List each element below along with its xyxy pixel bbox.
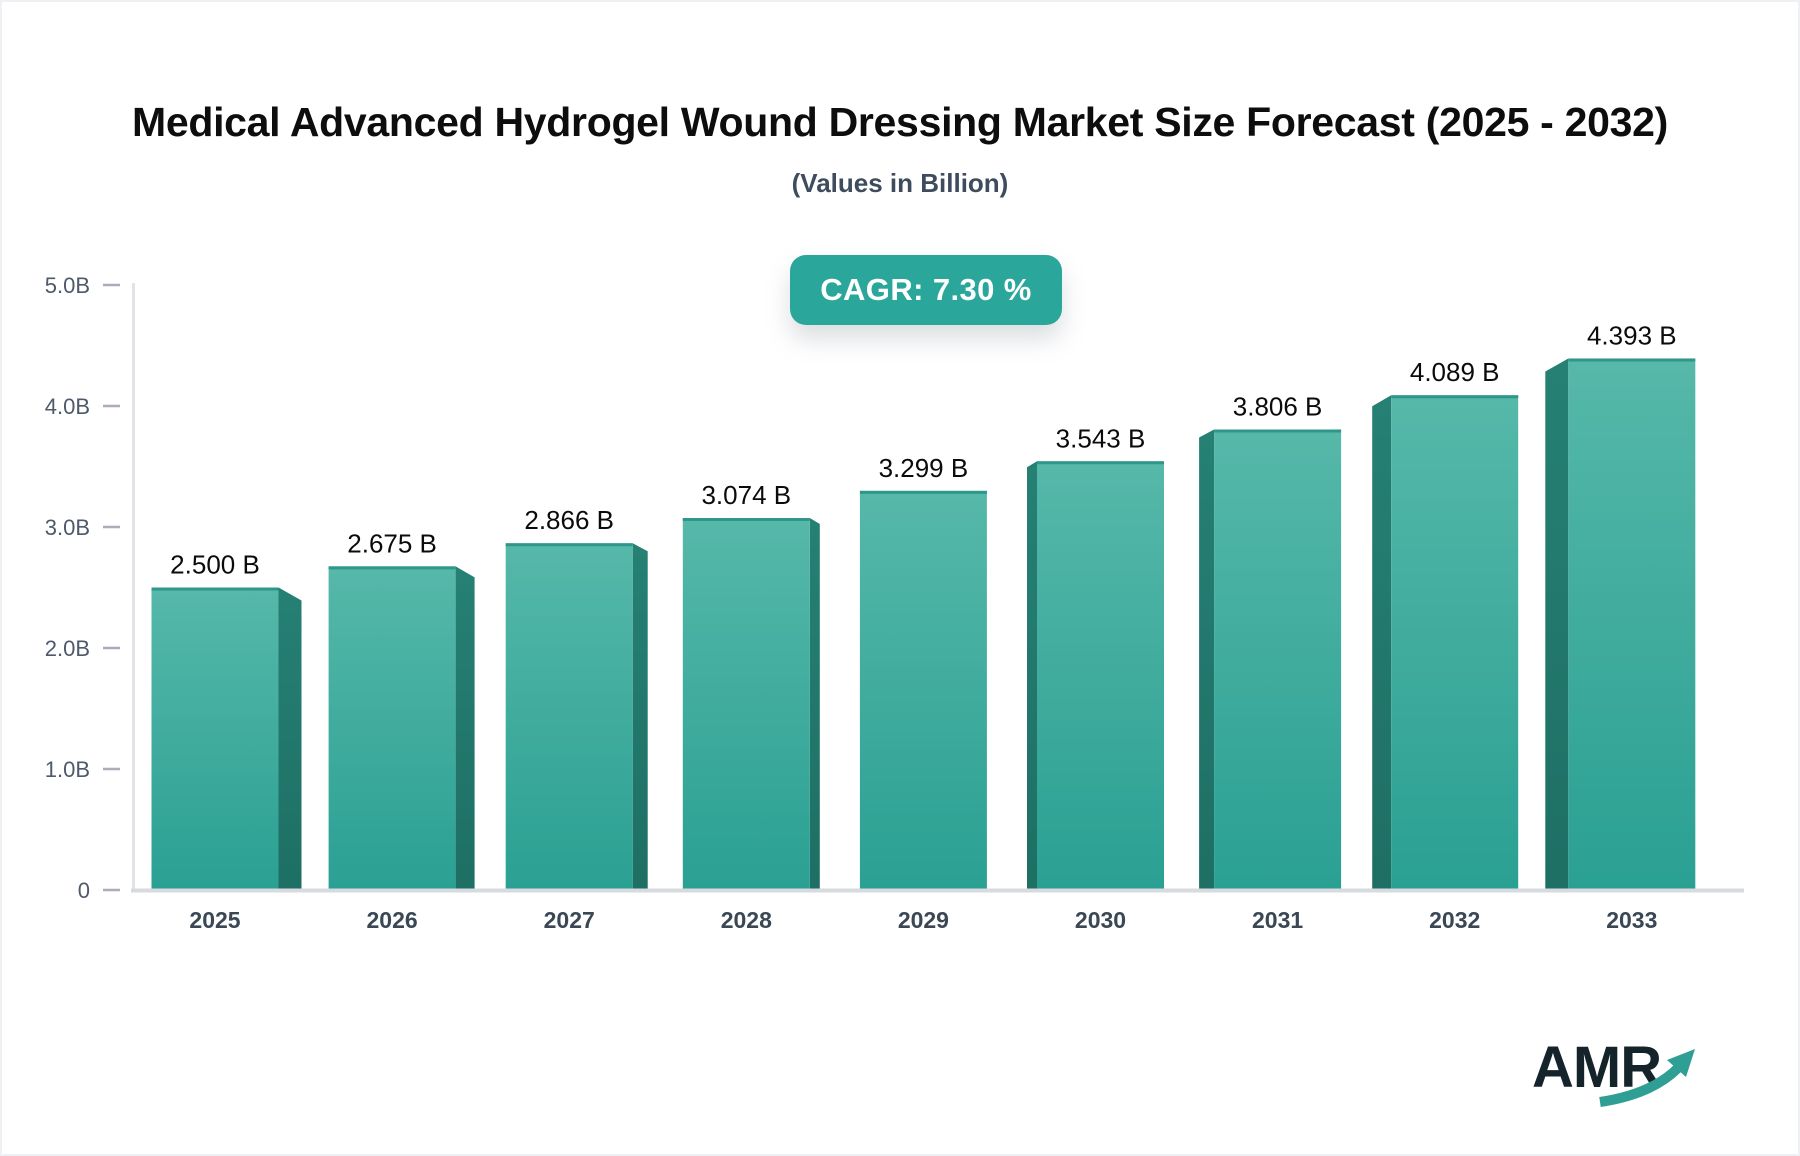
x-axis-year-label: 2026 [367,907,418,933]
bar-2025: 2.500 B 2025 [151,550,302,933]
bar-value-label: 4.393 B [1587,320,1677,350]
x-axis-year-label: 2028 [721,907,772,933]
bar-2030: 3.543 B 2030 [1027,423,1164,933]
x-axis-year-label: 2032 [1429,907,1480,933]
bar-side-face [632,543,648,890]
bar-side-face [1199,429,1215,890]
bar-value-label: 4.089 B [1410,357,1500,387]
bar-2031: 3.806 B 2031 [1199,391,1342,933]
y-axis-tick [103,888,120,892]
x-axis-year-label: 2025 [189,907,240,933]
bar-value-label: 2.675 B [347,528,437,558]
bar-front-face [1214,429,1342,890]
y-axis-tick-label: 0 [78,878,90,903]
bar-2029: 3.299 B 2029 [859,453,987,933]
x-axis-year-label: 2031 [1252,907,1303,933]
y-axis-tick [103,525,120,529]
bar-2028: 3.074 B 2028 [682,480,820,933]
bar-side-face [1545,358,1569,890]
bar-side-face [455,566,475,890]
bar-side-face [278,587,302,890]
bar-value-label: 3.074 B [701,480,791,510]
bar-2033: 4.393 B 2033 [1545,320,1696,933]
bar-value-label: 3.806 B [1233,391,1323,421]
bar-side-face [1372,395,1392,890]
bar-value-label: 3.299 B [879,453,969,483]
bar-2032: 4.089 B 2032 [1372,357,1519,933]
y-axis-tick-label: 5.0B [45,273,90,298]
bar-front-face [1568,358,1696,890]
bar-value-label: 2.500 B [170,550,260,580]
bar-front-face [151,587,279,890]
bar-side-face [1027,461,1037,890]
bar-value-label: 2.866 B [524,505,614,535]
y-axis-line [132,283,135,892]
y-axis-tick-label: 2.0B [45,636,90,661]
bar-front-face [859,490,987,890]
chart-subtitle: (Values in Billion) [791,168,1009,198]
y-axis-tick-label: 1.0B [45,757,90,782]
y-axis-tick [103,283,120,287]
bar-front-face [1037,461,1164,890]
amr-logo: AMR [1526,1030,1716,1116]
y-axis-tick [103,646,120,650]
bar-front-face [1391,395,1519,890]
y-axis-tick-label: 3.0B [45,515,90,540]
bar-front-face [328,566,456,890]
bar-front-face [682,518,810,890]
x-axis-year-label: 2029 [898,907,949,933]
bar-value-label: 3.543 B [1056,423,1146,453]
y-axis-tick [103,767,120,771]
bar-side-face [809,518,820,890]
y-axis-tick [103,404,120,408]
bar-front-face [505,543,633,890]
x-axis-line [131,888,1744,893]
x-axis-year-label: 2033 [1606,907,1657,933]
y-axis-tick-label: 4.0B [45,394,90,419]
cagr-badge: CAGR: 7.30 % [790,255,1062,325]
bar-2026: 2.675 B 2026 [328,528,475,933]
chart-title: Medical Advanced Hydrogel Wound Dressing… [131,99,1668,145]
bar-2027: 2.866 B 2027 [505,505,648,933]
x-axis-year-label: 2027 [544,907,595,933]
growth-arrow-icon [1599,1049,1695,1107]
x-axis-year-label: 2030 [1075,907,1126,933]
